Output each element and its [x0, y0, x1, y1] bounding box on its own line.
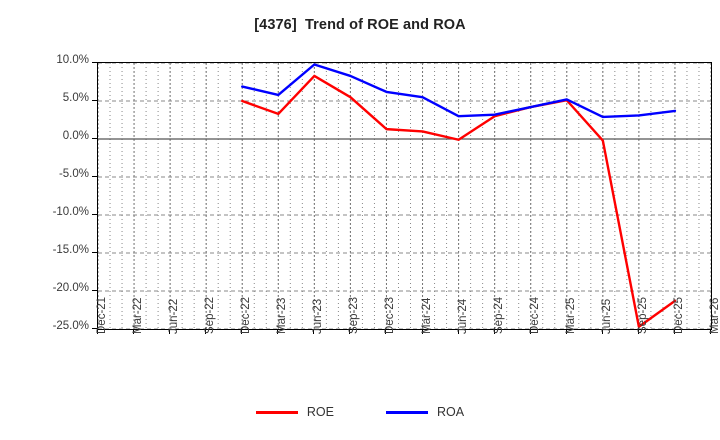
- y-axis-tick-label: -25.0%: [52, 320, 89, 332]
- x-axis-tick-mark: [97, 329, 98, 334]
- x-axis-tick-mark: [529, 329, 531, 334]
- y-axis-tick-mark: [92, 328, 97, 329]
- legend-swatch-icon: [386, 410, 428, 414]
- chart-legend: ROE ROA: [0, 405, 720, 419]
- x-axis-tick-mark: [637, 329, 639, 334]
- x-axis-tick-mark: [421, 329, 423, 334]
- x-axis-tick-mark: [710, 329, 711, 334]
- x-axis-tick-mark: [493, 329, 495, 334]
- series-lines: [241, 63, 677, 328]
- y-axis-tick-mark: [92, 176, 97, 177]
- x-axis-tick-mark: [565, 329, 567, 334]
- y-axis-tick-label: -20.0%: [52, 282, 89, 294]
- x-axis-tick-mark: [673, 329, 675, 334]
- legend-label: ROA: [437, 405, 465, 419]
- y-axis-tick-mark: [92, 138, 97, 139]
- x-axis-tick-mark: [133, 329, 135, 334]
- y-axis-tick-mark: [92, 100, 97, 101]
- plot-area: [97, 62, 712, 330]
- y-axis-tick-label: 5.0%: [62, 92, 89, 104]
- x-axis-tick-mark: [457, 329, 459, 334]
- y-axis-tick-label: -5.0%: [58, 168, 89, 180]
- y-axis-tick-label: 0.0%: [62, 130, 89, 142]
- y-axis-tick-label: 10.0%: [56, 54, 89, 66]
- grid-lines: [98, 63, 711, 329]
- series-line-roe: [241, 74, 677, 328]
- y-axis-tick-mark: [92, 62, 97, 63]
- x-axis-tick-mark: [205, 329, 207, 334]
- y-axis-tick-label: -15.0%: [52, 244, 89, 256]
- x-axis-tick-mark: [277, 329, 279, 334]
- legend-item-roa[interactable]: ROA: [386, 405, 464, 419]
- x-axis-tick-mark: [601, 329, 603, 334]
- legend-label: ROE: [306, 405, 334, 419]
- legend-swatch-icon: [255, 410, 298, 414]
- x-axis-tick-mark: [241, 329, 243, 334]
- x-axis-tick-mark: [313, 329, 315, 334]
- chart-title: [4376] Trend of ROE and ROA: [254, 17, 466, 33]
- y-axis-tick-mark: [92, 290, 97, 291]
- series-line-roa: [241, 63, 677, 119]
- x-axis-tick-mark: [349, 329, 351, 334]
- plot-inner: [98, 63, 711, 329]
- legend-item-roe[interactable]: ROE: [255, 405, 334, 419]
- x-axis-tick-mark: [385, 329, 387, 334]
- y-axis-tick-label: -10.0%: [52, 206, 89, 218]
- y-axis-tick-mark: [92, 214, 97, 215]
- y-axis-tick-mark: [92, 252, 97, 253]
- x-axis-tick-mark: [169, 329, 171, 334]
